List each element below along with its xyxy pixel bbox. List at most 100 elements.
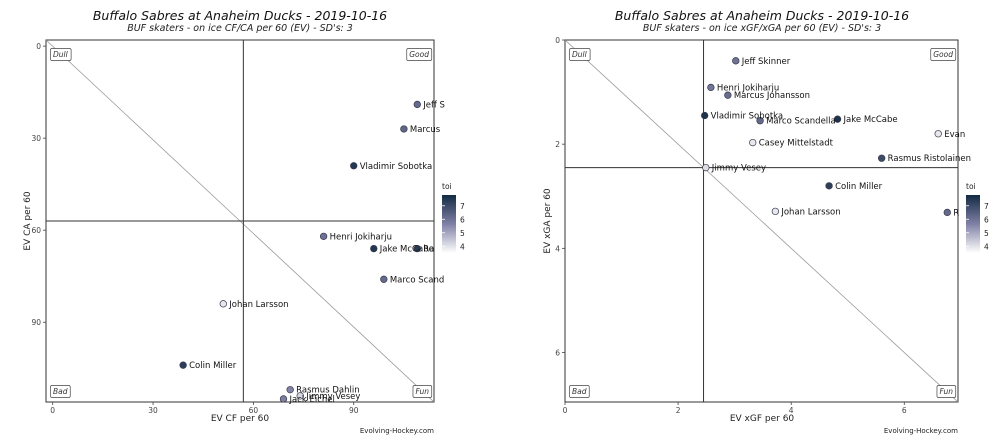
point-label: Vladimir Sobotka xyxy=(711,112,784,122)
y-tick-label: 30 xyxy=(31,134,41,143)
data-point xyxy=(370,244,378,253)
chart-caption: Evolving-Hockey.com xyxy=(360,427,434,435)
point-label: Ra xyxy=(423,245,434,255)
point-label: Rasmus Ristolainen xyxy=(888,154,971,164)
chart-subtitle: BUF skaters - on ice CF/CA per 60 (EV) -… xyxy=(127,23,353,34)
y-tick-label: 4 xyxy=(555,244,560,253)
quadrant-box xyxy=(936,385,957,398)
data-point xyxy=(749,138,757,147)
quadrant-text: Dull xyxy=(53,50,69,59)
quadrant-box xyxy=(930,48,957,61)
chart-title: Buffalo Sabres at Anaheim Ducks - 2019-1… xyxy=(93,8,387,23)
point-label: Henri Jokiharju xyxy=(330,232,392,242)
legend-title: toi xyxy=(966,182,976,191)
legend-tick-label: 5 xyxy=(460,229,465,238)
quadrant-text: Bad xyxy=(572,387,587,396)
point-label: Marco Scandella xyxy=(766,117,836,127)
point-label: Marco Scand xyxy=(390,275,445,285)
data-point xyxy=(756,117,764,125)
quadrant-label-bottom-left: Bad xyxy=(50,385,71,398)
data-point xyxy=(279,395,288,402)
x-tick-label: 6 xyxy=(902,406,907,415)
data-point xyxy=(350,162,358,170)
point-label: Evan xyxy=(944,130,965,140)
data-point xyxy=(878,154,886,162)
quadrant-label-bottom-right: Fun xyxy=(936,385,957,398)
data-point xyxy=(934,130,942,138)
quadrant-text: Fun xyxy=(939,387,953,396)
data-point xyxy=(707,83,715,92)
y-tick-label: 6 xyxy=(555,349,560,358)
point-label: Casey Mittelstadt xyxy=(759,139,834,149)
y-tick-label: 2 xyxy=(555,140,560,149)
legend-title: toi xyxy=(442,182,452,191)
data-point xyxy=(943,208,951,217)
point-label: Marcus Johansson xyxy=(734,91,810,101)
point-label: Marcus xyxy=(410,125,441,135)
data-point xyxy=(701,111,709,120)
data-point xyxy=(296,392,304,400)
data-point xyxy=(825,182,833,190)
point-label: Colin Miller xyxy=(189,361,237,371)
quadrant-label-bottom-right: Fun xyxy=(412,385,433,398)
legend-tick-label: 4 xyxy=(460,242,465,251)
x-tick-label: 0 xyxy=(563,406,568,415)
x-tick-label: 60 xyxy=(249,406,259,415)
diagonal-reference-line xyxy=(565,40,958,402)
data-point xyxy=(413,100,421,109)
point-label: Jeff S xyxy=(422,100,445,110)
point-label: Jake McCabe xyxy=(843,115,898,125)
chart-subtitle: BUF skaters - on ice xGF/xGA per 60 (EV)… xyxy=(643,23,881,34)
y-axis-label: EV CA per 60 xyxy=(23,191,33,251)
quadrant-text: Fun xyxy=(415,387,429,396)
chart-caption: Evolving-Hockey.com xyxy=(884,427,958,435)
xgf-xga-chart: Buffalo Sabres at Anaheim Ducks - 2019-1… xyxy=(543,8,989,435)
y-tick-label: 90 xyxy=(31,318,41,327)
data-point xyxy=(833,115,842,123)
data-point xyxy=(286,386,294,394)
quadrant-text: Good xyxy=(933,50,953,59)
quadrant-box xyxy=(50,385,71,398)
legend-tick-label: 6 xyxy=(984,215,989,224)
quadrant-label-top-right: Good xyxy=(406,48,433,61)
legend-tick-label: 7 xyxy=(984,202,989,211)
quadrant-text: Dull xyxy=(572,50,588,59)
point-label: R xyxy=(953,208,959,218)
x-tick-label: 4 xyxy=(789,406,794,415)
quadrant-label-top-right: Good xyxy=(930,48,957,61)
x-axis-label: EV xGF per 60 xyxy=(730,414,795,424)
quadrant-label-top-left: Dull xyxy=(569,48,591,61)
x-tick-label: 2 xyxy=(676,406,681,415)
cf-ca-chart: Buffalo Sabres at Anaheim Ducks - 2019-1… xyxy=(23,8,465,435)
point-label: Jeff Skinner xyxy=(741,57,791,67)
data-point xyxy=(724,91,732,99)
legend-tick-label: 6 xyxy=(460,215,465,224)
point-label: Henri Jokiharju xyxy=(717,83,779,93)
quadrant-text: Bad xyxy=(53,387,68,396)
point-label: Jimmy Vesey xyxy=(305,392,360,402)
legend-tick-label: 7 xyxy=(460,202,465,211)
data-point xyxy=(319,232,328,240)
point-label: Vladimir Sobotka xyxy=(360,162,433,172)
x-tick-label: 30 xyxy=(148,406,158,415)
chart-title: Buffalo Sabres at Anaheim Ducks - 2019-1… xyxy=(615,8,909,23)
quadrant-label-top-left: Dull xyxy=(50,48,72,61)
point-label: Jack Eichel xyxy=(288,395,334,405)
y-tick-label: 0 xyxy=(555,36,560,45)
point-label: Jimmy Vesey xyxy=(711,164,766,174)
quadrant-box xyxy=(569,48,591,61)
y-tick-label: 60 xyxy=(31,226,41,235)
data-point xyxy=(702,163,710,172)
quadrant-text: Good xyxy=(409,50,429,59)
quadrant-box xyxy=(569,385,590,398)
legend-tick-label: 4 xyxy=(984,242,989,251)
data-point xyxy=(413,244,421,253)
data-point xyxy=(771,207,780,216)
data-point xyxy=(400,125,408,133)
y-axis-label: EV xGA per 60 xyxy=(543,188,553,254)
legend-colorbar xyxy=(442,195,456,253)
data-point xyxy=(219,300,227,308)
point-label: Colin Miller xyxy=(835,182,883,192)
point-label: Jake McCabe xyxy=(379,245,434,255)
quadrant-label-bottom-left: Bad xyxy=(569,385,590,398)
